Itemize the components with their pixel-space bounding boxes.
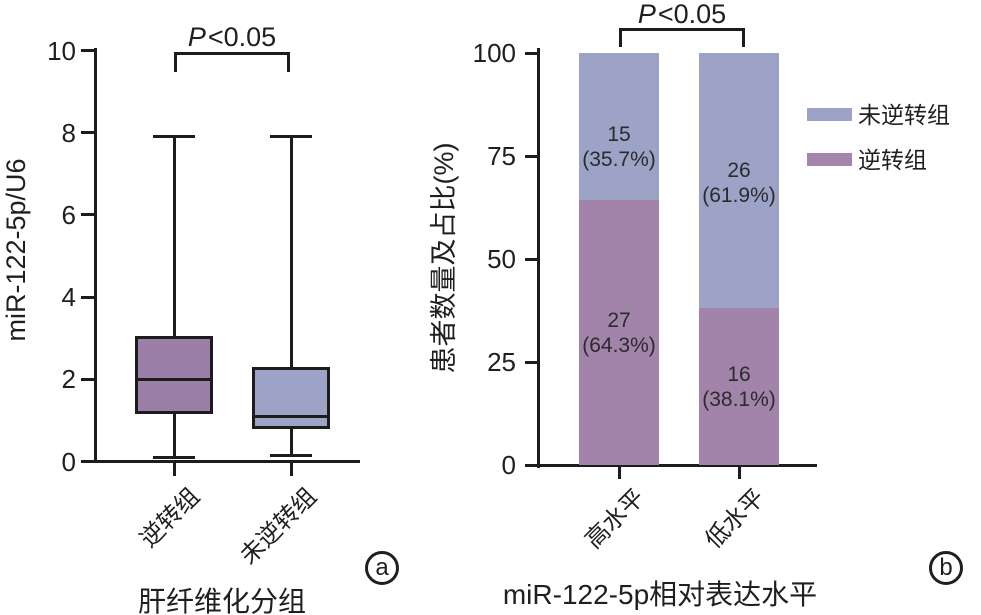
- x-tick: [289, 463, 293, 476]
- y-tick: [81, 131, 94, 135]
- legend-swatch: [807, 153, 852, 166]
- y-tick-label: 8: [61, 117, 76, 148]
- bar-label: 27 (64.3%): [554, 308, 684, 358]
- whisker-cap: [270, 135, 312, 139]
- bar-segment-reversed: [579, 200, 659, 465]
- bar-count: 27: [607, 308, 631, 332]
- y-tick: [81, 49, 94, 52]
- y-tick: [81, 460, 94, 463]
- y-tick-label: 75: [487, 141, 516, 171]
- whisker-lower: [289, 428, 293, 456]
- y-tick-label: 25: [487, 347, 516, 377]
- bar-count: 15: [607, 122, 631, 146]
- median-line: [252, 414, 330, 418]
- bar-label: 15 (35.7%): [554, 122, 684, 172]
- legend-label: 逆转组: [858, 147, 927, 173]
- y-tick: [81, 295, 94, 299]
- bar-percent: (38.1%): [702, 387, 776, 411]
- y-tick: [525, 360, 537, 364]
- y-tick: [525, 51, 537, 55]
- significance-label: P<0.05: [142, 22, 322, 52]
- bar-label: 16 (38.1%): [674, 362, 804, 412]
- x-tick: [737, 466, 741, 479]
- whisker-cap: [153, 455, 195, 459]
- median-line: [135, 377, 213, 381]
- x-tick: [617, 466, 621, 479]
- bar-percent: (64.3%): [582, 333, 656, 357]
- panel-a-label: a: [365, 551, 399, 585]
- legend-swatch: [807, 108, 852, 121]
- y-tick-label: 0: [501, 450, 516, 480]
- y-tick: [525, 257, 537, 261]
- whisker-upper: [172, 136, 176, 337]
- bar-percent: (35.7%): [582, 147, 656, 171]
- y-axis-title: 患者数量及占比(%): [429, 142, 459, 374]
- whisker-lower: [172, 414, 176, 458]
- y-tick: [525, 463, 537, 467]
- p-value-text: <0.05: [657, 0, 727, 29]
- y-tick-label: 10: [47, 35, 76, 66]
- bar-count: 26: [727, 158, 751, 182]
- y-tick-label: 2: [61, 364, 76, 395]
- y-tick-label: 100: [472, 38, 516, 68]
- x-axis-title: 肝纤维化分组: [137, 586, 306, 615]
- y-tick: [525, 154, 537, 158]
- x-axis-line: [525, 464, 817, 467]
- bar-segment-unreversed: [699, 53, 779, 309]
- y-axis-title: miR-122-5p/U6: [1, 158, 31, 342]
- p-value-symbol: P: [637, 0, 656, 29]
- whisker-cap: [270, 453, 312, 457]
- y-tick: [81, 377, 94, 381]
- x-axis-line: [81, 460, 360, 463]
- y-tick-label: 0: [61, 446, 76, 477]
- y-axis-spine: [94, 48, 97, 463]
- panel-b-label: b: [929, 551, 963, 585]
- significance-bracket: [174, 52, 290, 72]
- whisker-cap: [153, 135, 195, 139]
- box: [252, 366, 330, 429]
- y-tick-label: 4: [61, 282, 76, 313]
- bar-count: 16: [727, 362, 751, 386]
- whisker-upper: [289, 136, 293, 367]
- bar-label: 26 (61.9%): [674, 158, 804, 208]
- p-value-text: <0.05: [207, 22, 277, 52]
- significance-bracket: [619, 28, 745, 47]
- bar-percent: (61.9%): [702, 183, 776, 207]
- y-tick-label: 50: [487, 244, 516, 274]
- y-tick-label: 6: [61, 199, 76, 230]
- x-tick: [172, 463, 176, 476]
- bar-segment-unreversed: [579, 53, 659, 201]
- legend-label: 未逆转组: [858, 102, 950, 128]
- significance-label: P<0.05: [592, 0, 772, 28]
- box: [135, 336, 213, 415]
- y-tick: [81, 213, 94, 217]
- y-axis-spine: [537, 48, 540, 468]
- x-axis-title: miR-122-5p相对表达水平: [502, 579, 818, 610]
- bar-segment-reversed: [699, 308, 779, 465]
- p-value-symbol: P: [187, 22, 206, 52]
